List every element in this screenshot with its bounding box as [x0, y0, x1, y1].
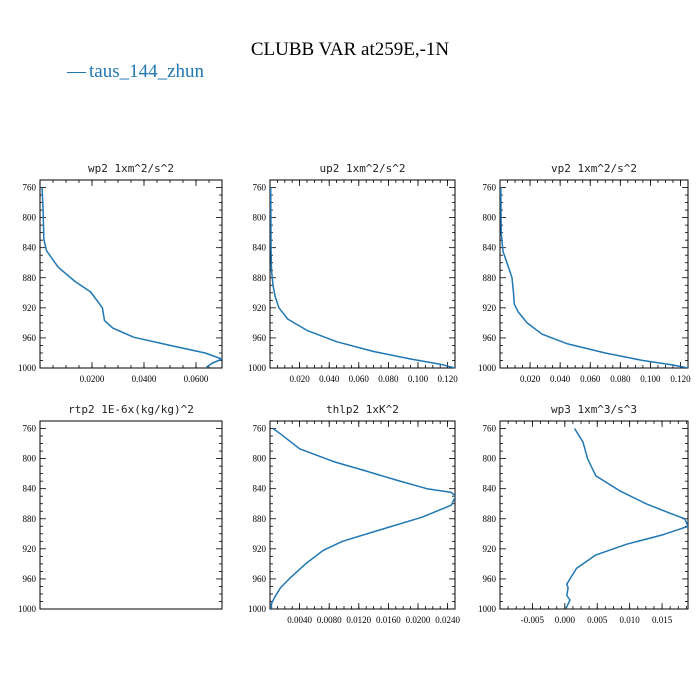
x-tick-label: 0.080 [610, 374, 631, 384]
y-tick-label: 920 [483, 303, 497, 313]
x-tick-label: 0.0600 [184, 374, 209, 384]
x-tick-label: 0.120 [670, 374, 691, 384]
y-tick-label: 960 [483, 574, 497, 584]
x-tick-label: 0.0400 [132, 374, 157, 384]
plot-frame [499, 420, 689, 610]
subplot-1: wp2 1xm^2/s^2 760 800 840 880 920 960 1000 0.020… [18, 162, 223, 384]
y-tick-label: 760 [483, 183, 497, 193]
y-tick-label: 960 [253, 333, 267, 343]
y-tick-label: 880 [253, 514, 267, 524]
y-tick-label: 880 [23, 514, 37, 524]
x-tick-label: 0.100 [408, 374, 429, 384]
y-tick-label: 1000 [248, 604, 267, 614]
series-line [41, 187, 222, 368]
y-tick-label: 800 [483, 454, 497, 464]
y-tick-label: 800 [253, 454, 267, 464]
series-line [565, 428, 688, 609]
plot-frame [269, 420, 456, 610]
figure-title: CLUBB VAR at259E,-1N [251, 39, 450, 60]
y-tick-label: 800 [23, 213, 37, 223]
subplot-6: wp3 1xm^3/s^3 760 800 840 880 920 960 1000 -0.00… [478, 403, 689, 625]
y-tick-label: 1000 [478, 363, 497, 373]
x-tick-label: 0.080 [378, 374, 399, 384]
series-line [270, 187, 455, 368]
subplot-title: rtp2 1E-6x(kg/kg)^2 [68, 403, 194, 416]
subplot-title: vp2 1xm^2/s^2 [551, 162, 637, 175]
subplot-5: thlp2 1xK^2 760 800 840 880 920 960 1000 0.0040 0… [248, 403, 460, 625]
y-tick-label: 960 [23, 333, 37, 343]
y-tick-label: 840 [253, 484, 267, 494]
y-tick-label: 880 [483, 514, 497, 524]
subplot-title: wp2 1xm^2/s^2 [88, 162, 174, 175]
y-tick-label: 840 [23, 484, 37, 494]
x-tick-label: 0.060 [580, 374, 601, 384]
x-tick-label: 0.0160 [376, 615, 401, 625]
y-tick-label: 1000 [478, 604, 497, 614]
y-tick-label: 800 [23, 454, 37, 464]
legend: — taus_144_zhun [66, 61, 205, 82]
legend-label: taus_144_zhun [89, 61, 205, 82]
y-tick-label: 760 [253, 424, 267, 434]
x-tick-label: 0.005 [587, 615, 608, 625]
x-tick-label: 0.020 [289, 374, 310, 384]
y-tick-label: 760 [253, 183, 267, 193]
series-line [500, 187, 688, 368]
x-tick-label: 0.040 [319, 374, 340, 384]
x-tick-label: 0.020 [520, 374, 541, 384]
x-tick-label: 0.100 [640, 374, 661, 384]
y-tick-label: 920 [253, 544, 267, 554]
x-tick-label: 0.000 [555, 615, 576, 625]
y-tick-label: 840 [253, 243, 267, 253]
plot-frame [269, 179, 456, 369]
y-tick-label: 880 [23, 273, 37, 283]
x-tick-label: 0.015 [652, 615, 673, 625]
plot-frame [39, 420, 223, 610]
y-tick-label: 960 [23, 574, 37, 584]
plot-frame [499, 179, 689, 369]
x-tick-label: 0.040 [550, 374, 571, 384]
x-tick-label: -0.005 [521, 615, 545, 625]
series-line [270, 427, 455, 609]
x-tick-label: 0.120 [437, 374, 458, 384]
x-tick-label: 0.0200 [80, 374, 105, 384]
y-tick-label: 1000 [248, 363, 267, 373]
x-tick-label: 0.0040 [287, 615, 312, 625]
y-tick-label: 760 [23, 424, 37, 434]
y-tick-label: 800 [253, 213, 267, 223]
y-tick-label: 960 [483, 333, 497, 343]
y-tick-label: 760 [23, 183, 37, 193]
x-tick-label: 0.060 [349, 374, 370, 384]
y-tick-label: 880 [483, 273, 497, 283]
y-tick-label: 800 [483, 213, 497, 223]
subplot-grid: wp2 1xm^2/s^2 760 800 840 880 920 960 1000 0.020… [18, 162, 691, 625]
x-tick-label: 0.0120 [346, 615, 371, 625]
y-tick-label: 1000 [18, 363, 37, 373]
y-tick-label: 840 [23, 243, 37, 253]
subplot-title: up2 1xm^2/s^2 [319, 162, 405, 175]
subplot-3: vp2 1xm^2/s^2 760 800 840 880 920 960 1000 0.020… [478, 162, 691, 384]
subplot-title: wp3 1xm^3/s^3 [551, 403, 637, 416]
y-tick-label: 880 [253, 273, 267, 283]
y-tick-label: 920 [23, 303, 37, 313]
y-tick-label: 1000 [18, 604, 37, 614]
y-tick-label: 760 [483, 424, 497, 434]
y-tick-label: 920 [23, 544, 37, 554]
y-tick-label: 920 [253, 303, 267, 313]
y-tick-label: 840 [483, 243, 497, 253]
y-tick-label: 920 [483, 544, 497, 554]
x-tick-label: 0.010 [620, 615, 641, 625]
x-tick-label: 0.0200 [406, 615, 431, 625]
x-tick-label: 0.0240 [435, 615, 460, 625]
y-tick-label: 840 [483, 484, 497, 494]
subplot-title: thlp2 1xK^2 [326, 403, 399, 416]
legend-symbol: — [66, 61, 87, 82]
subplot-4: rtp2 1E-6x(kg/kg)^2 760 800 840 880 920 960 100… [18, 403, 223, 614]
x-tick-label: 0.0080 [317, 615, 342, 625]
y-tick-label: 960 [253, 574, 267, 584]
subplot-2: up2 1xm^2/s^2 760 800 840 880 920 960 1000 0.020… [248, 162, 458, 384]
